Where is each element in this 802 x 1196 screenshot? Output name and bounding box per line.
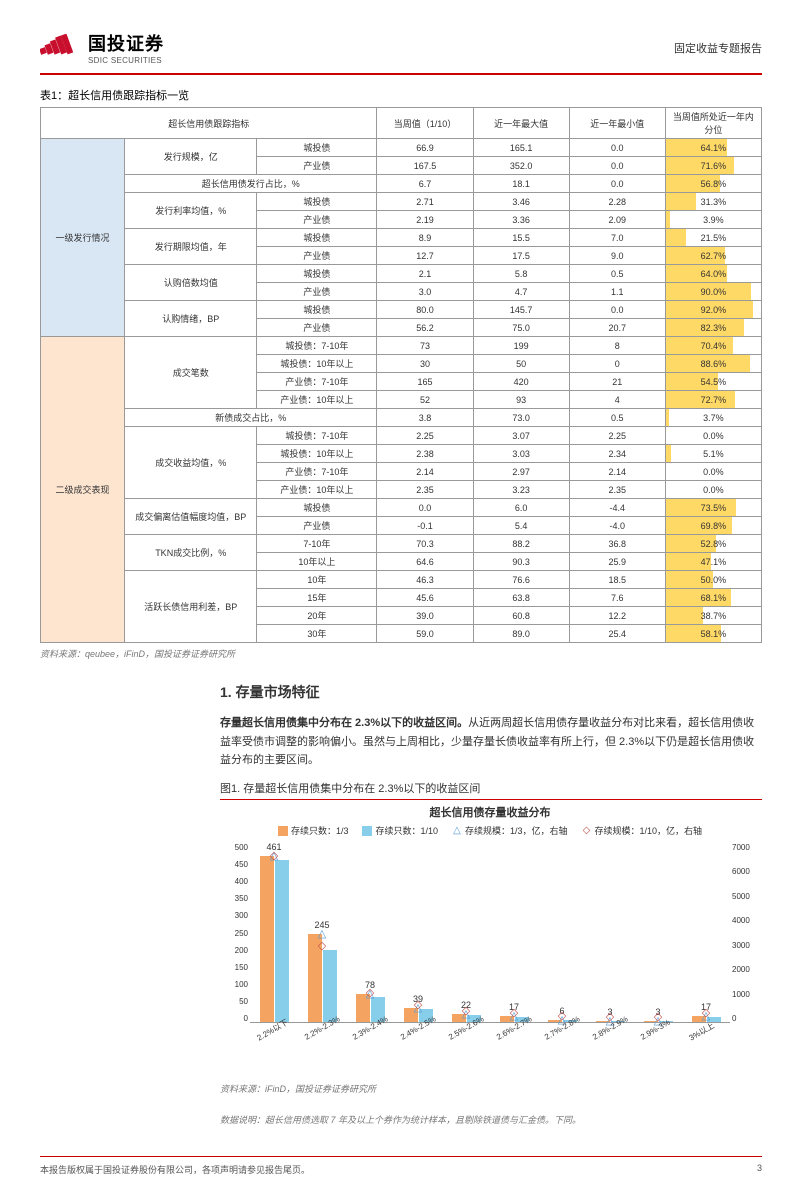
- chart: 超长信用债存量收益分布 存续只数：1/3存续只数：1/10△存续规模：1/3，亿…: [220, 804, 760, 1064]
- chart-legend: 存续只数：1/3存续只数：1/10△存续规模：1/3，亿，右轴◇存续规模：1/1…: [220, 824, 760, 837]
- table-title: 表1：超长信用债跟踪指标一览: [40, 87, 762, 103]
- logo: 国投证券 SDIC SECURITIES: [40, 30, 164, 65]
- chart-plot: 500450400350300250200150100500 700060005…: [250, 843, 730, 1043]
- logo-cn: 国投证券: [88, 30, 164, 56]
- chart-bars: 461△◇245△◇78△◇39△◇22△◇17△◇6△◇3△◇3△◇17△◇: [250, 843, 730, 1023]
- table-source: 资料来源：qeubee，iFinD，国投证券证券研究所: [40, 647, 762, 660]
- logo-en: SDIC SECURITIES: [88, 56, 164, 65]
- section-title: 1. 存量市场特征: [220, 682, 762, 702]
- x-axis-labels: 2.2%以下2.2%-2.3%2.3%-2.4%2.4%-2.5%2.5%-2.…: [250, 1034, 730, 1045]
- chart-title: 超长信用债存量收益分布: [220, 804, 760, 820]
- logo-icon: [40, 34, 80, 62]
- body-paragraph: 存量超长信用债集中分布在 2.3%以下的收益区间。从近两周超长信用债存量收益分布…: [220, 714, 762, 770]
- y-axis-right: 70006000500040003000200010000: [732, 843, 762, 1023]
- report-type: 固定收益专题报告: [674, 40, 762, 56]
- y-axis-left: 500450400350300250200150100500: [222, 843, 248, 1023]
- footer-text: 本报告版权属于国投证券股份有限公司，各项声明请参见报告尾页。: [40, 1163, 310, 1176]
- figure-title: 图1. 存量超长信用债集中分布在 2.3%以下的收益区间: [220, 780, 762, 800]
- chart-source: 资料来源：iFinD，国投证券证券研究所: [220, 1082, 762, 1095]
- page-footer: 本报告版权属于国投证券股份有限公司，各项声明请参见报告尾页。 3: [40, 1156, 762, 1176]
- chart-note: 数据说明：超长信用债选取 7 年及以上个券作为统计样本，且剔除铁道债与汇金债。下…: [220, 1113, 762, 1126]
- page-number: 3: [757, 1163, 762, 1176]
- indicator-table: 超长信用债跟踪指标当周值（1/10）近一年最大值近一年最小值当周值所处近一年内分…: [40, 107, 762, 643]
- page-header: 国投证券 SDIC SECURITIES 固定收益专题报告: [40, 30, 762, 75]
